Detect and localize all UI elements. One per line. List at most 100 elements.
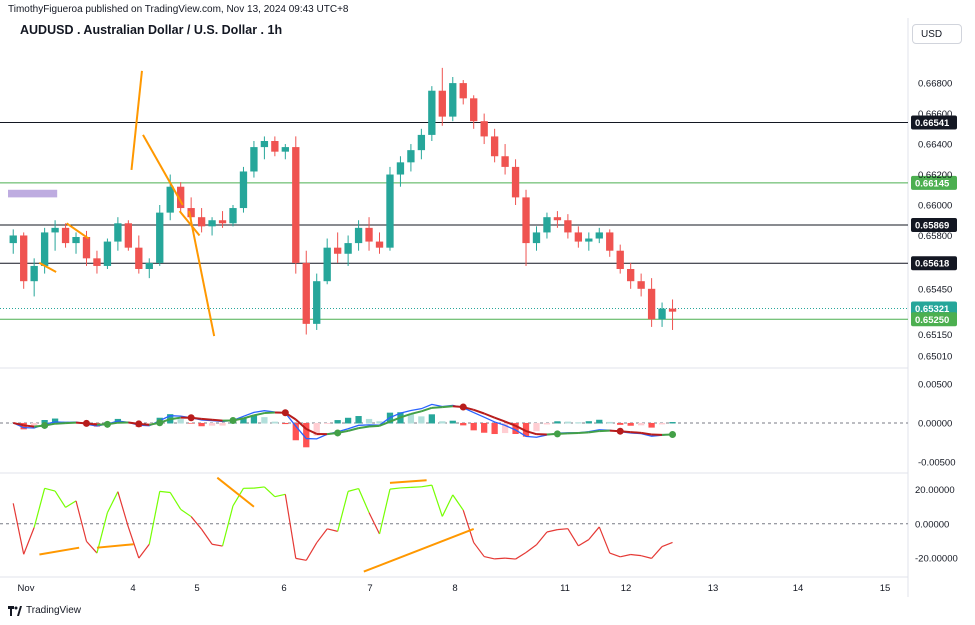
osc-line-segment — [410, 486, 422, 488]
cross-marker — [553, 430, 561, 438]
trendline — [142, 134, 184, 206]
signal-line-segment — [55, 422, 66, 425]
signal-line-segment — [400, 412, 412, 419]
osc-line-segment — [651, 546, 663, 559]
osc-line-segment — [295, 557, 307, 561]
osc-line-segment — [378, 488, 391, 535]
candle-body — [250, 147, 258, 172]
candle-body — [647, 288, 656, 320]
candle-body — [302, 262, 310, 324]
macd-histogram-bar — [407, 414, 415, 424]
osc-line-segment — [211, 543, 223, 547]
candle-body — [313, 281, 321, 324]
candle-body — [428, 90, 436, 135]
candle-body — [553, 217, 562, 221]
osc-line-segment — [253, 486, 265, 489]
signal-line-segment — [368, 424, 380, 428]
osc-line-segment — [536, 531, 548, 546]
candle-body — [354, 227, 363, 244]
macd-histogram-bar — [449, 420, 456, 424]
osc-line-segment — [640, 555, 652, 559]
osc-line-segment — [54, 490, 67, 508]
osc-trendline — [389, 479, 427, 484]
macd-histogram-bar — [313, 422, 320, 436]
price-tick-label: 0.66800 — [918, 79, 952, 90]
candle-body — [124, 223, 133, 248]
osc-line-segment — [661, 541, 673, 548]
signal-line-segment — [347, 427, 359, 432]
cross-marker — [229, 416, 237, 424]
candle-body — [103, 241, 112, 266]
macd-histogram-bar — [344, 417, 352, 424]
macd-histogram-bar — [418, 416, 425, 424]
macd-histogram-bar — [177, 419, 184, 424]
signal-line-segment — [494, 416, 506, 423]
cross-marker — [459, 403, 467, 411]
osc-line-segment — [598, 526, 611, 554]
macd-histogram-bar — [501, 422, 509, 434]
candle-body — [9, 235, 17, 244]
macd-tick-label: 0.00500 — [918, 379, 952, 390]
osc-line-segment — [368, 512, 381, 535]
macd-histogram-bar — [554, 421, 561, 424]
time-tick-label: 11 — [560, 583, 570, 594]
osc-line-segment — [201, 528, 213, 545]
osc-line-segment — [117, 491, 129, 528]
macd-tick-label: -0.00500 — [918, 458, 956, 469]
candle-body — [156, 212, 164, 263]
osc-line-segment — [389, 487, 401, 490]
osc-line-segment — [221, 505, 234, 547]
osc-line-segment — [358, 488, 370, 513]
price-level-label: 0.65618 — [915, 259, 949, 270]
osc-line-segment — [12, 503, 25, 555]
currency-selector[interactable]: USD — [912, 24, 962, 44]
signal-line-segment — [295, 418, 307, 430]
candle-body — [40, 232, 49, 266]
candle-body — [490, 136, 499, 157]
osc-line-segment — [274, 493, 286, 498]
candle-body — [145, 262, 153, 269]
price-level-tag — [911, 256, 957, 271]
osc-line-segment — [23, 527, 35, 555]
candle-body — [61, 227, 70, 244]
resistance-zone — [8, 189, 58, 198]
osc-line-segment — [452, 494, 464, 511]
candle-body — [658, 308, 666, 320]
macd-histogram-bar — [460, 422, 467, 426]
resistance-zone-rect — [8, 189, 58, 198]
signal-line-segment — [243, 414, 255, 420]
macd-histogram-bar — [282, 422, 289, 425]
candle-body — [82, 237, 91, 259]
osc-line-segment — [96, 512, 108, 554]
osc-line-segment — [65, 500, 77, 508]
macd-histogram-bar — [31, 422, 38, 427]
time-tick-label: 15 — [880, 583, 891, 594]
osc-line-segment — [44, 487, 56, 492]
osc-line-segment — [494, 557, 506, 560]
macd-histogram-bar — [575, 422, 582, 424]
cross-marker — [156, 419, 164, 427]
candle-body — [438, 90, 446, 117]
trendline — [178, 210, 201, 237]
candles — [9, 67, 677, 335]
trendline — [66, 222, 90, 240]
tradingview-brand[interactable]: TradingView — [8, 605, 81, 616]
macd-histogram-bar — [51, 418, 59, 424]
macd-histogram-bar — [648, 422, 655, 428]
candle-body — [323, 247, 331, 282]
macd-histogram-bar — [324, 422, 331, 424]
time-tick-label: 7 — [367, 583, 372, 594]
time-tick-label: 12 — [621, 583, 632, 594]
cross-marker — [187, 414, 195, 422]
candle-body — [386, 174, 394, 248]
tradingview-logo-icon — [8, 605, 22, 616]
candle-body — [72, 237, 80, 244]
cross-marker — [135, 420, 143, 428]
candle-body — [501, 156, 509, 167]
macd-histogram-bar — [617, 422, 624, 425]
time-tick-label: 5 — [194, 583, 199, 594]
macd-histogram-bar — [439, 421, 446, 424]
signal-line-segment — [483, 412, 496, 419]
candle-body — [375, 241, 384, 248]
